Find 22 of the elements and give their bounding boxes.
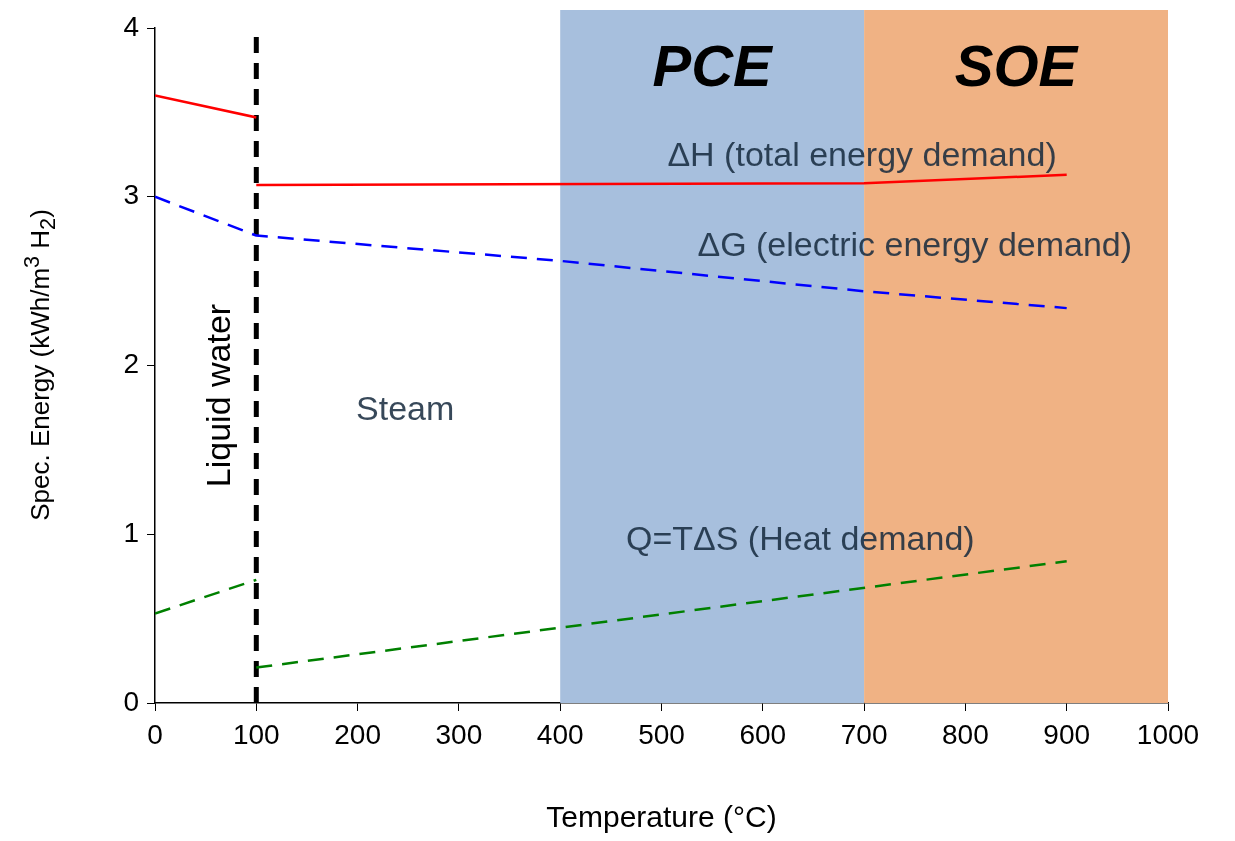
y-tick-label: 4: [123, 10, 139, 42]
ref-line-label: Liquid water: [198, 303, 237, 488]
x-tick-label: 100: [232, 718, 280, 750]
y-tick-label: 0: [123, 685, 139, 717]
x-tick-label: 300: [435, 718, 483, 750]
x-tick-label: 800: [942, 718, 989, 750]
x-tick-label: 400: [536, 718, 584, 750]
x-axis-title: Temperature (°C): [546, 800, 777, 834]
y-tick-label: 3: [123, 179, 139, 211]
y-tick-label: 1: [123, 516, 139, 548]
x-tick-label: 600: [739, 718, 787, 750]
band-label: SOE: [954, 33, 1080, 98]
x-tick-label: 200: [334, 718, 381, 750]
band-label: PCE: [652, 33, 775, 98]
annotation: Q=TΔS (Heat demand): [625, 518, 975, 557]
annotation: Steam: [356, 389, 455, 428]
x-tick-label: 0: [147, 718, 163, 750]
x-tick-label: 500: [638, 718, 685, 750]
x-tick-label: 700: [840, 718, 888, 750]
y-tick-label: 2: [123, 348, 139, 380]
x-tick-label: 1000: [1136, 718, 1200, 750]
x-tick-label: 900: [1043, 718, 1091, 750]
